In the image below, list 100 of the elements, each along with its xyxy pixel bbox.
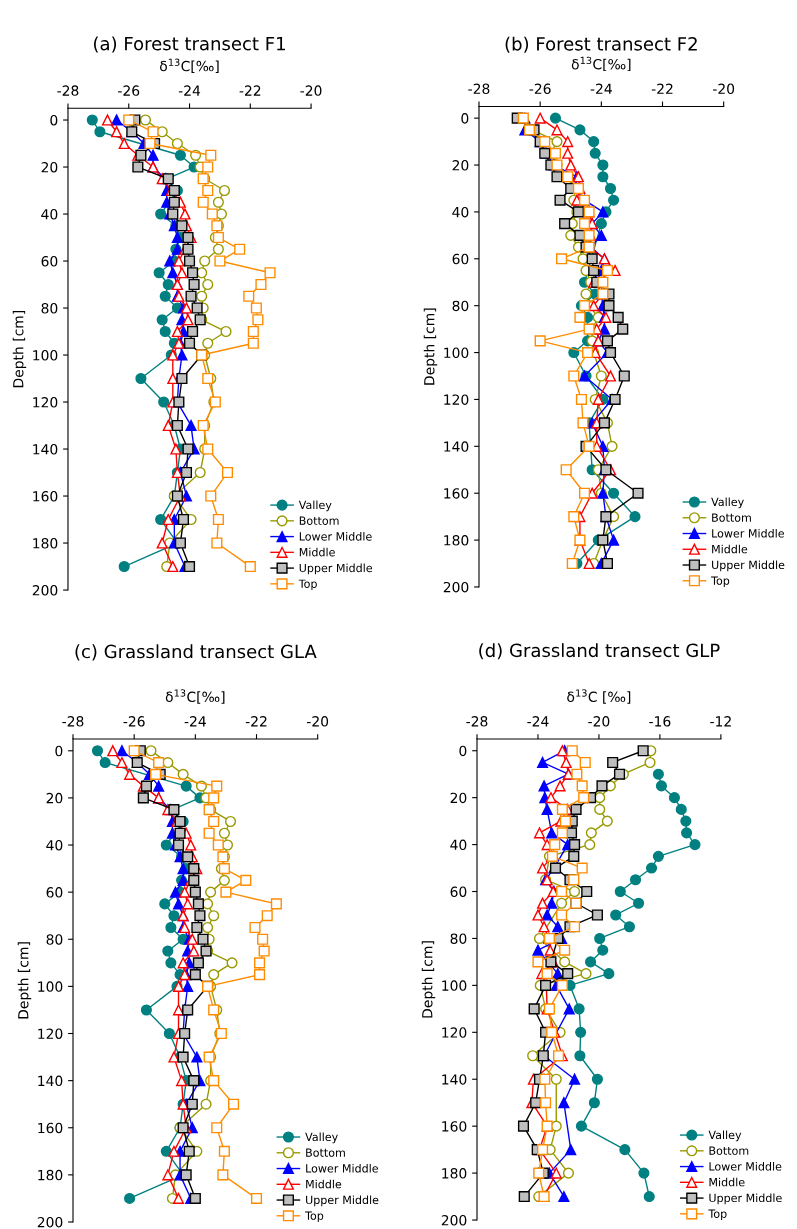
legend-label: Top xyxy=(708,1209,727,1221)
y-tick-label: 140 xyxy=(444,441,469,452)
y-tick-label: 100 xyxy=(444,347,469,359)
y-tick-label: 200 xyxy=(441,1215,467,1226)
y-tick-label: 80 xyxy=(46,934,63,945)
y-tick-label: 180 xyxy=(444,535,469,546)
legend-label: Bottom xyxy=(299,516,339,525)
y-tick-label: 0 xyxy=(461,113,469,124)
y-tick-label: 0 xyxy=(459,745,467,757)
legend-label: Middle xyxy=(306,1179,342,1189)
y-tick-label: 100 xyxy=(33,350,58,361)
x-tick-label: -16 xyxy=(649,716,671,727)
x-tick-label: -24 xyxy=(590,83,612,94)
y-axis-title: Depth [cm] xyxy=(12,310,27,388)
x-axis-title: δ$^{13}$C[‰] xyxy=(571,56,631,72)
x-tick-label: -26 xyxy=(118,85,140,96)
legend-label: Upper Middle xyxy=(306,1195,379,1207)
x-tick-label: -26 xyxy=(123,716,145,727)
legend-label: Valley xyxy=(708,1130,742,1142)
legend-label: Upper Middle xyxy=(712,560,785,572)
y-axis-title: Depth [cm] xyxy=(17,942,32,1019)
y-tick-label: 120 xyxy=(444,394,469,405)
y-tick-label: 80 xyxy=(452,300,469,312)
y-tick-label: 20 xyxy=(41,162,58,173)
x-axis-title: δ$^{13}$C[‰] xyxy=(165,689,225,704)
y-tick-label: 40 xyxy=(46,839,63,851)
x-axis-title: δ$^{13}$C[‰] xyxy=(160,58,219,73)
chart-title: (c) Grassland transect GLA xyxy=(75,644,317,661)
legend-label: Top xyxy=(305,1211,324,1222)
y-tick-label: 160 xyxy=(444,488,469,499)
y-tick-label: 20 xyxy=(46,792,63,804)
y-tick-label: 120 xyxy=(33,397,58,408)
legend-label: Middle xyxy=(709,1177,745,1187)
y-tick-label: 200 xyxy=(37,1216,63,1228)
legend-label: Middle xyxy=(712,544,748,554)
y-tick-label: 200 xyxy=(443,581,469,593)
legend-label: Middle xyxy=(299,547,335,557)
legend-label: Lower Middle xyxy=(299,532,372,541)
legend-label: Top xyxy=(711,576,730,587)
y-tick-label: 20 xyxy=(450,792,467,804)
y-tick-label: 160 xyxy=(33,491,58,502)
x-tick-label: -26 xyxy=(529,83,551,95)
chart-title: (a) Forest transect F1 xyxy=(94,36,285,53)
y-tick-label: 80 xyxy=(450,933,467,944)
x-tick-label: -20 xyxy=(307,716,329,727)
y-tick-label: 0 xyxy=(55,745,63,757)
legend-label: Upper Middle xyxy=(709,1193,782,1205)
legend-label: Upper Middle xyxy=(299,563,373,575)
y-tick-label: 160 xyxy=(38,1122,63,1134)
x-tick-label: -28 xyxy=(57,85,79,96)
legend-label: Valley xyxy=(298,500,332,512)
legend-label: Lower Middle xyxy=(709,1162,782,1171)
x-tick-label: -12 xyxy=(710,716,731,727)
x-tick-label: -24 xyxy=(178,85,201,96)
x-tick-label: -24 xyxy=(527,716,549,727)
y-tick-label: 40 xyxy=(452,206,469,218)
x-tick-label: -20 xyxy=(713,83,735,95)
x-axis-title: δ$^{13}$C [‰] xyxy=(567,689,631,704)
x-tick-label: -20 xyxy=(588,716,610,727)
x-tick-label: -22 xyxy=(245,716,267,727)
y-tick-label: 180 xyxy=(33,538,58,549)
chart-title: (b) Forest transect F2 xyxy=(505,36,697,53)
x-tick-label: -24 xyxy=(184,716,206,727)
legend-label: Lower Middle xyxy=(306,1163,379,1173)
y-tick-label: 0 xyxy=(50,114,58,126)
legend-label: Bottom xyxy=(712,513,751,522)
x-tick-label: -20 xyxy=(300,85,322,96)
y-tick-label: 160 xyxy=(442,1121,467,1132)
y-tick-label: 140 xyxy=(38,1075,63,1087)
y-tick-label: 60 xyxy=(41,256,58,267)
y-tick-label: 140 xyxy=(33,444,58,455)
y-tick-label: 40 xyxy=(450,839,467,851)
legend-label: Valley xyxy=(711,497,744,509)
chart-title: (d) Grassland transect GLP xyxy=(479,643,720,660)
legend-label: Lower Middle xyxy=(712,528,785,538)
y-tick-label: 180 xyxy=(442,1168,467,1179)
y-tick-label: 100 xyxy=(38,981,63,992)
y-tick-label: 200 xyxy=(32,585,58,596)
y-tick-label: 120 xyxy=(38,1028,63,1039)
x-tick-label: -22 xyxy=(651,83,673,94)
x-tick-label: -28 xyxy=(466,716,488,727)
y-axis-title: Depth [cm] xyxy=(423,308,438,385)
y-tick-label: 120 xyxy=(442,1027,467,1038)
x-tick-label: -28 xyxy=(468,83,490,95)
y-tick-label: 140 xyxy=(442,1074,467,1085)
legend-label: Bottom xyxy=(306,1148,345,1157)
y-tick-label: 60 xyxy=(452,253,469,265)
y-tick-label: 100 xyxy=(442,980,467,991)
y-tick-label: 20 xyxy=(452,160,469,171)
y-tick-label: 60 xyxy=(450,886,467,897)
x-tick-label: -28 xyxy=(62,716,84,727)
legend-label: Top xyxy=(298,579,317,591)
y-tick-label: 80 xyxy=(41,303,58,314)
y-tick-label: 180 xyxy=(38,1169,63,1181)
y-axis-title: Depth [cm] xyxy=(421,941,436,1018)
x-tick-label: -22 xyxy=(239,85,261,96)
y-tick-label: 40 xyxy=(41,209,58,220)
y-tick-label: 60 xyxy=(46,887,63,898)
legend-label: Bottom xyxy=(709,1146,749,1155)
legend-label: Valley xyxy=(305,1132,338,1144)
